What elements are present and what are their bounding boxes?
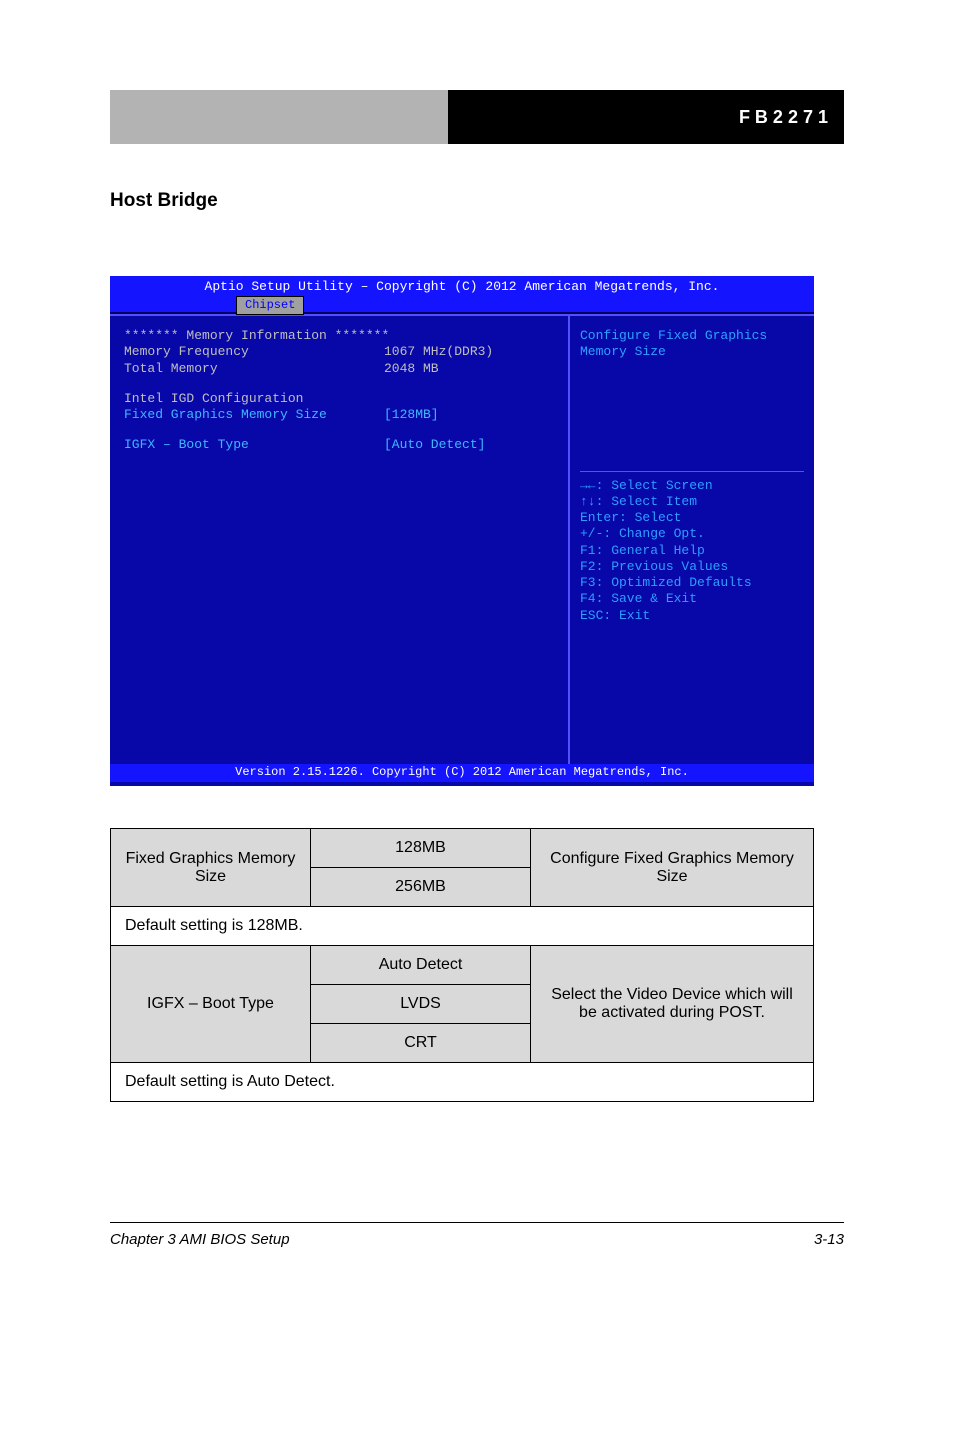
- bios-key-hints: →←: Select Screen ↑↓: Select Item Enter:…: [580, 478, 804, 624]
- opt-note: Default setting is 128MB.: [111, 907, 814, 946]
- mem-freq-value: 1067 MHz(DDR3): [384, 344, 493, 360]
- opt-value: LVDS: [311, 985, 531, 1024]
- mem-info-header: ******* Memory Information *******: [124, 328, 554, 344]
- igfx-boot-label[interactable]: IGFX – Boot Type: [124, 437, 384, 453]
- key-hint: ESC: Exit: [580, 608, 804, 624]
- key-hint: +/-: Change Opt.: [580, 526, 804, 542]
- chapter-header-right: F B 2 2 7 1: [448, 90, 844, 144]
- total-mem-value: 2048 MB: [384, 361, 439, 377]
- fixed-gfx-mem-label[interactable]: Fixed Graphics Memory Size: [124, 407, 384, 423]
- key-hint: F3: Optimized Defaults: [580, 575, 804, 591]
- total-mem-label: Total Memory: [124, 361, 384, 377]
- bios-footer-bar: Version 2.15.1226. Copyright (C) 2012 Am…: [110, 764, 814, 782]
- footer-left: Chapter 3 AMI BIOS Setup: [110, 1231, 290, 1248]
- section-title: Host Bridge: [110, 190, 844, 212]
- opt-note: Default setting is Auto Detect.: [111, 1063, 814, 1102]
- key-hint: ↑↓: Select Item: [580, 494, 804, 510]
- options-table: Fixed Graphics Memory Size 128MB Configu…: [110, 828, 814, 1102]
- bios-tab-chipset[interactable]: Chipset: [236, 296, 304, 315]
- bios-right-panel: Configure Fixed Graphics Memory Size →←:…: [570, 316, 814, 764]
- product-code: F B 2 2 7 1: [739, 107, 828, 128]
- opt-name: IGFX – Boot Type: [111, 946, 311, 1063]
- chapter-header: F B 2 2 7 1: [110, 90, 844, 144]
- opt-value: 128MB: [311, 829, 531, 868]
- chapter-header-left: [110, 90, 448, 144]
- key-hint: F1: General Help: [580, 543, 804, 559]
- page-footer: Chapter 3 AMI BIOS Setup 3-13: [110, 1222, 844, 1248]
- bios-tab-row: Chipset: [110, 296, 814, 314]
- bios-help-text: Configure Fixed Graphics Memory Size: [580, 328, 804, 361]
- key-hint: →←: Select Screen: [580, 478, 804, 494]
- bios-left-panel: ******* Memory Information ******* Memor…: [110, 316, 570, 764]
- bios-divider: [580, 471, 804, 472]
- footer-right: 3-13: [814, 1231, 844, 1248]
- opt-value: Auto Detect: [311, 946, 531, 985]
- opt-desc: Configure Fixed Graphics Memory Size: [531, 829, 814, 907]
- igfx-boot-value[interactable]: [Auto Detect]: [384, 437, 485, 453]
- opt-value: CRT: [311, 1024, 531, 1063]
- opt-desc: Select the Video Device which will be ac…: [531, 946, 814, 1063]
- mem-freq-label: Memory Frequency: [124, 344, 384, 360]
- key-hint: Enter: Select: [580, 510, 804, 526]
- key-hint: F2: Previous Values: [580, 559, 804, 575]
- igd-config-label: Intel IGD Configuration: [124, 391, 554, 407]
- key-hint: F4: Save & Exit: [580, 591, 804, 607]
- opt-value: 256MB: [311, 868, 531, 907]
- opt-name: Fixed Graphics Memory Size: [111, 829, 311, 907]
- fixed-gfx-mem-value[interactable]: [128MB]: [384, 407, 439, 423]
- bios-screenshot: Aptio Setup Utility – Copyright (C) 2012…: [110, 276, 814, 786]
- bios-title-bar: Aptio Setup Utility – Copyright (C) 2012…: [110, 276, 814, 296]
